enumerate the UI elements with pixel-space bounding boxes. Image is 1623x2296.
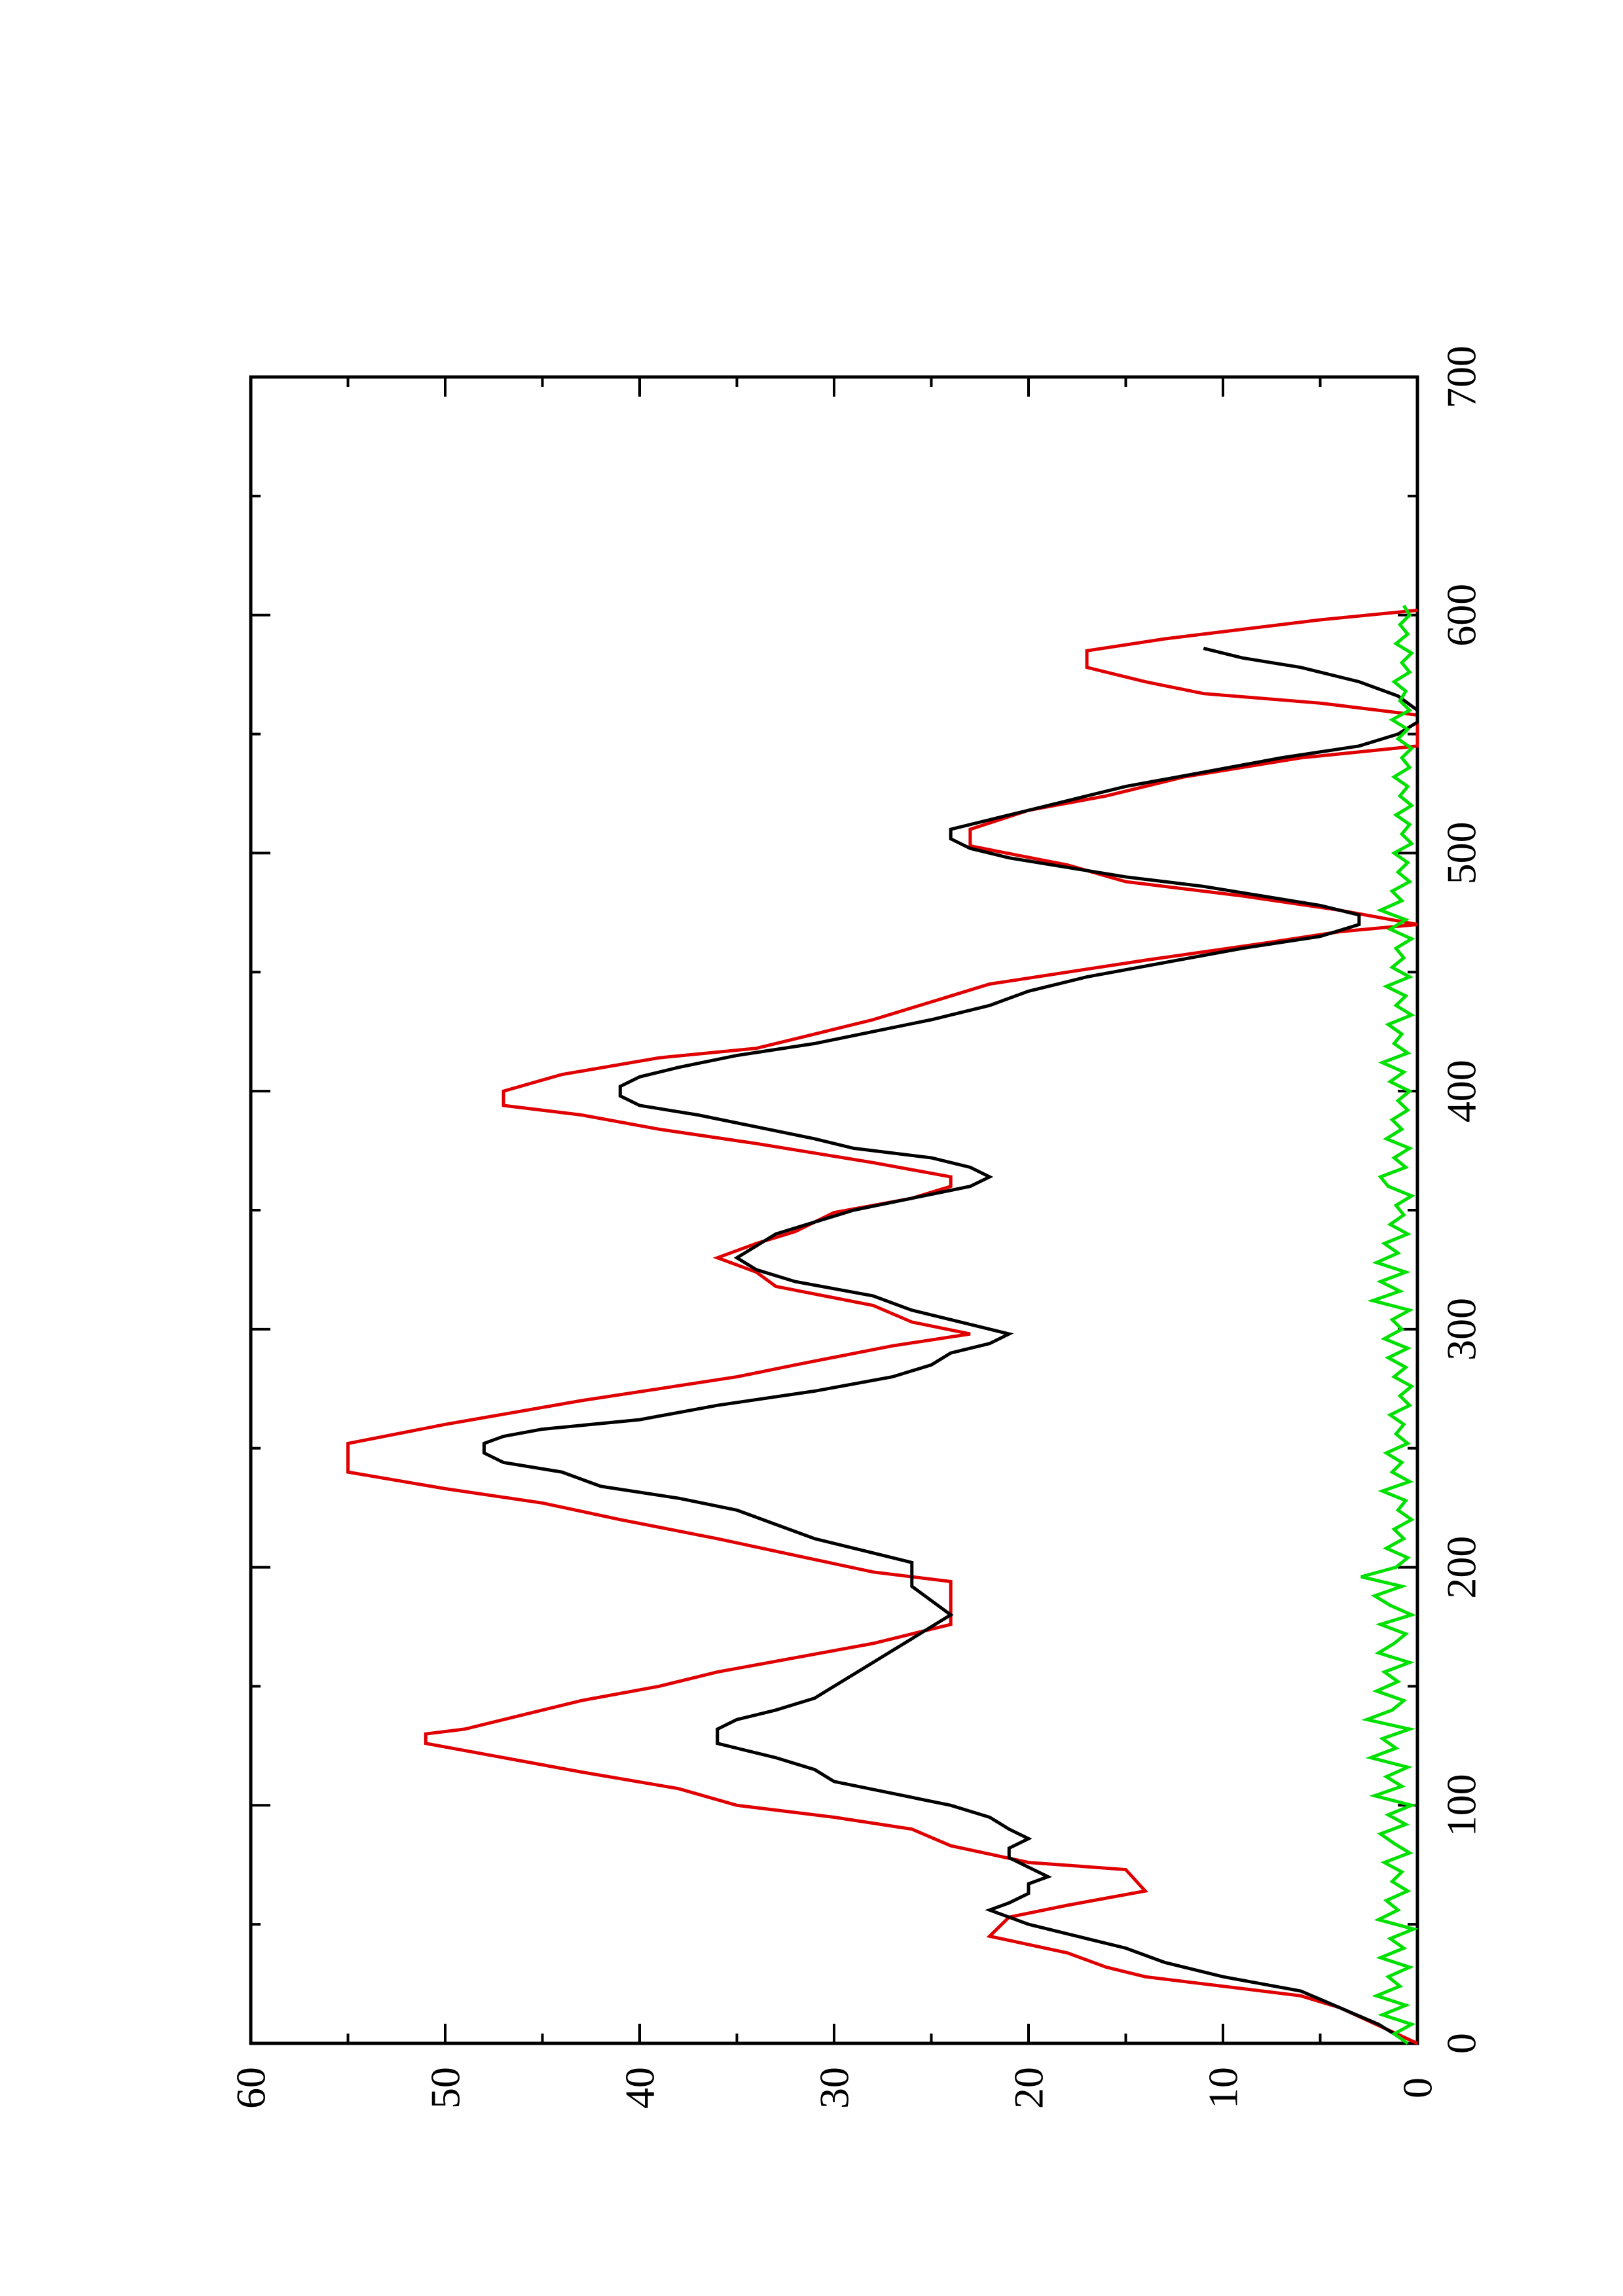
axis-ticks xyxy=(249,376,1419,2045)
x-tick-label: 700 xyxy=(1438,346,1485,408)
x-tick-label: 300 xyxy=(1438,1298,1485,1361)
x-tick-label: 600 xyxy=(1438,584,1485,647)
x-tick-label: 500 xyxy=(1438,821,1485,884)
series-line-3 xyxy=(1360,604,1419,2045)
data-series xyxy=(346,604,1419,2045)
series-line-1 xyxy=(346,608,1419,2045)
y-tick-label: 10 xyxy=(1200,2067,1247,2109)
y-tick-label: 30 xyxy=(811,2067,858,2109)
series-line-2 xyxy=(482,647,1419,2038)
x-tick-label: 200 xyxy=(1438,1536,1485,1599)
y-tick-label: 50 xyxy=(422,2067,469,2109)
y-tick-label: 60 xyxy=(228,2067,274,2109)
plot-frame xyxy=(249,375,1419,2045)
x-tick-label: 400 xyxy=(1438,1060,1485,1122)
x-tick-label: 100 xyxy=(1438,1774,1485,1837)
y-tick-label: 40 xyxy=(617,2067,663,2109)
x-tick-label: 0 xyxy=(1438,2033,1485,2054)
y-tick-label: 0 xyxy=(1395,2077,1441,2098)
y-tick-label: 20 xyxy=(1006,2067,1052,2109)
tick-labels: 0 100 200 300 400 500 600 700 0 10 20 30 40 50 60 xyxy=(228,346,1485,2109)
